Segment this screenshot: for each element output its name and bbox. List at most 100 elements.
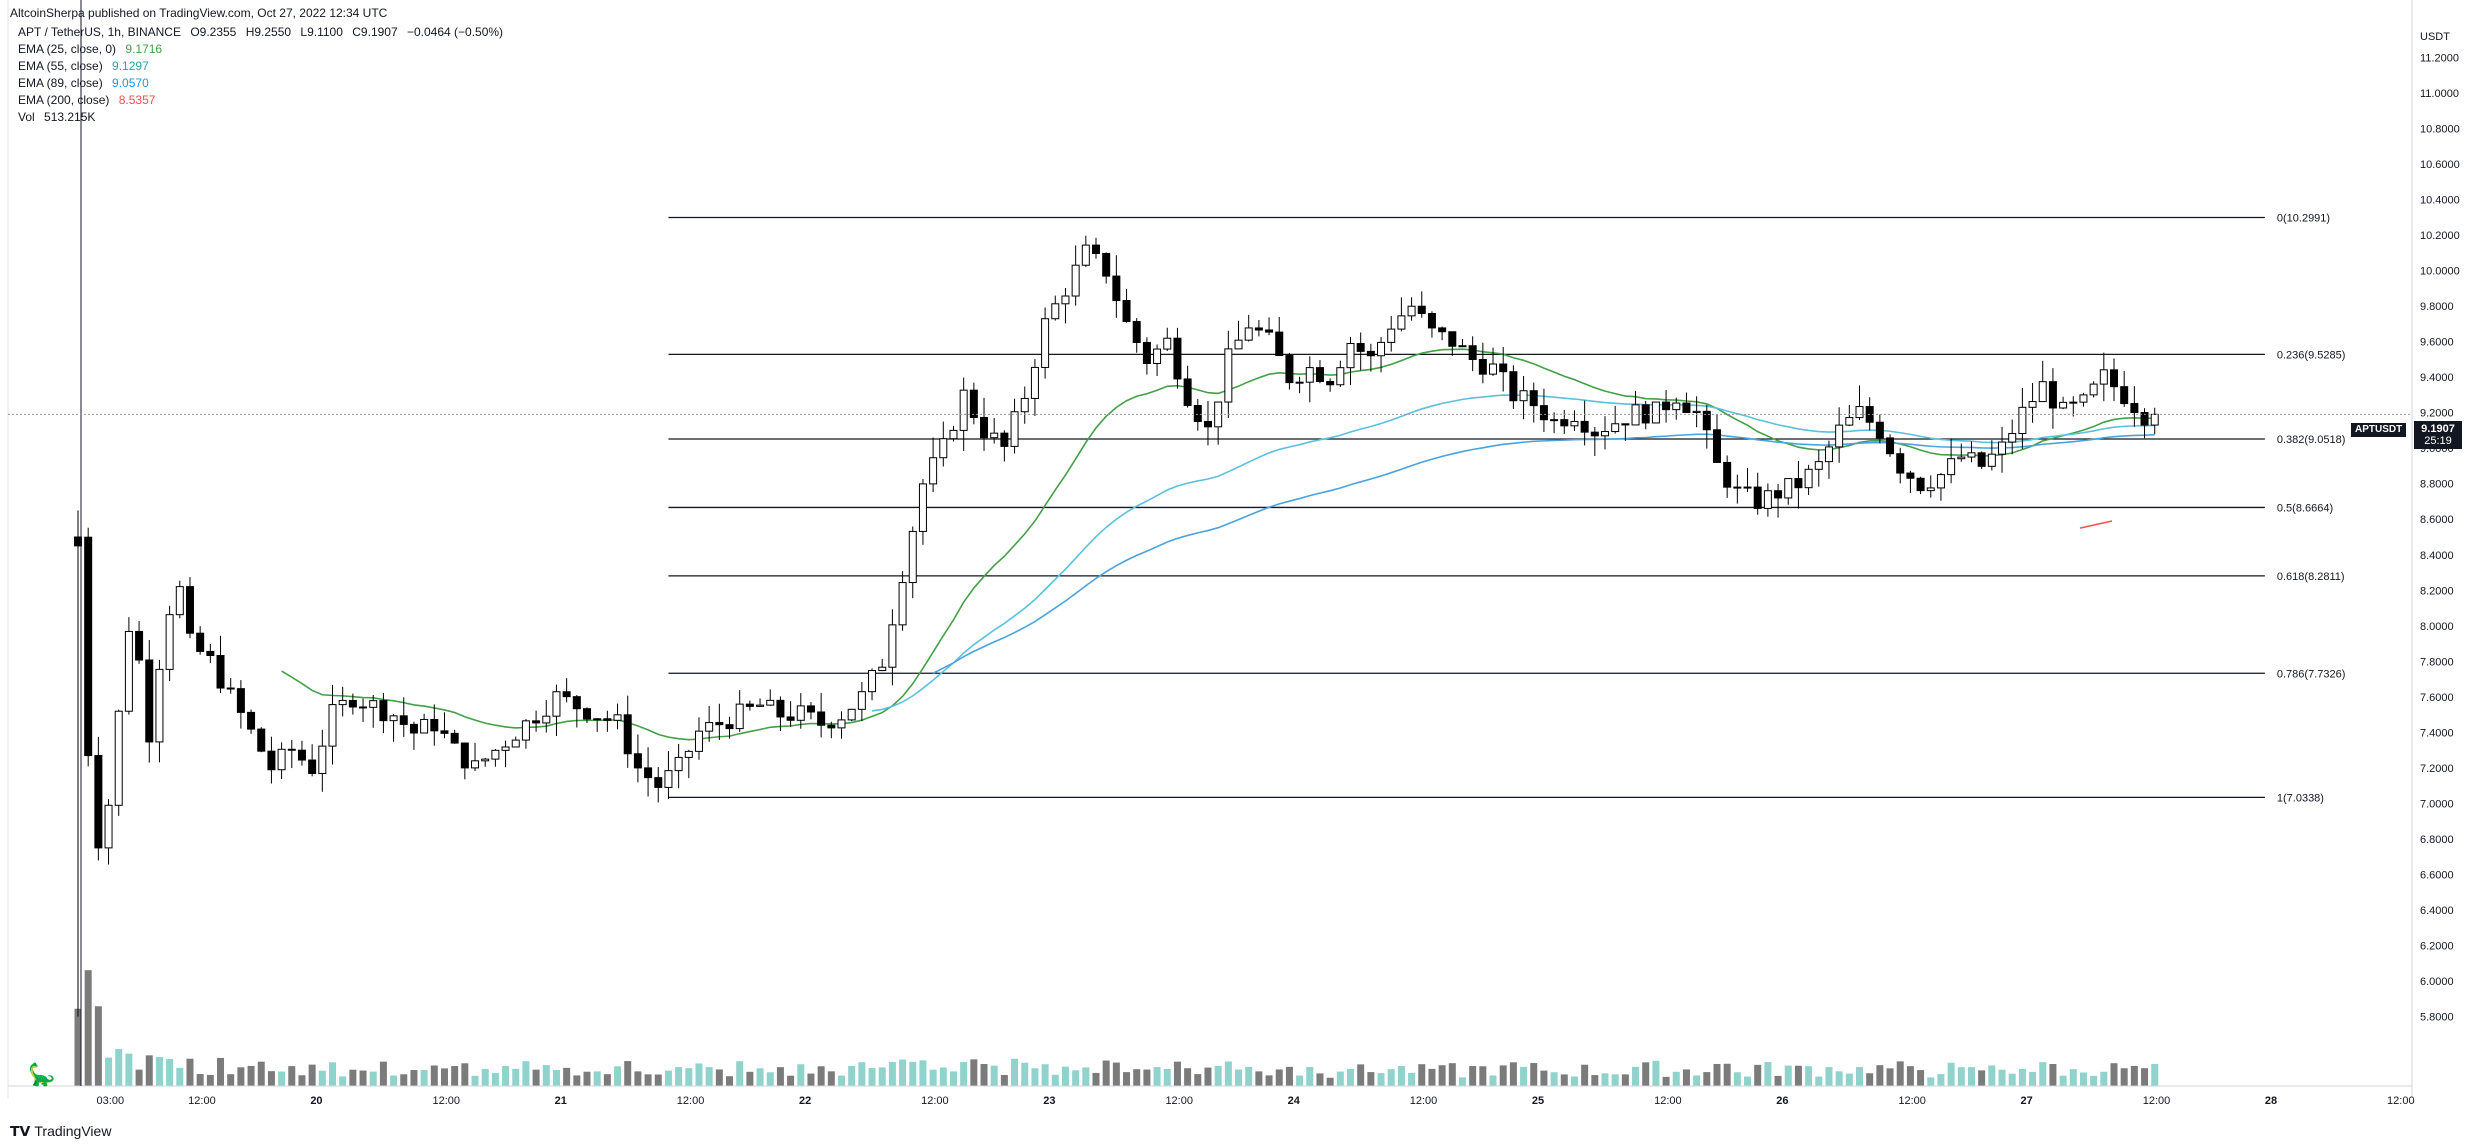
volume-bar — [1224, 1061, 1232, 1086]
candle-body — [898, 582, 907, 626]
symbol-price-tag: APTUSDT — [2351, 423, 2407, 437]
candle — [1763, 483, 1772, 517]
y-tick-label: 7.8000 — [2420, 656, 2454, 668]
volume-bar — [2029, 1071, 2037, 1086]
volume-bar — [288, 1066, 296, 1086]
volume-bar — [858, 1062, 866, 1086]
candle — [1254, 320, 1263, 337]
y-tick-label: 8.4000 — [2420, 550, 2454, 562]
candle — [287, 739, 296, 769]
candle — [1163, 327, 1172, 352]
volume-bar — [2141, 1068, 2149, 1086]
volume-bar — [400, 1074, 408, 1086]
volume-bar — [1448, 1063, 1456, 1086]
candle-body — [1712, 429, 1721, 463]
candle-body — [185, 586, 194, 634]
candle-body — [501, 746, 510, 751]
y-tick-label: 8.2000 — [2420, 585, 2454, 597]
y-tick-label: 9.6000 — [2420, 337, 2454, 349]
ema25-row[interactable]: EMA (25, close, 0) 9.1716 — [18, 41, 503, 58]
candle-body — [1519, 390, 1528, 402]
volume-bar — [217, 1057, 225, 1086]
candle — [1743, 468, 1752, 492]
volume-value: 513.215K — [44, 110, 96, 124]
candle — [644, 747, 653, 797]
candle-body — [1906, 472, 1915, 479]
volume-bar — [878, 1067, 886, 1086]
volume-bar — [1397, 1065, 1405, 1086]
volume-bar — [1733, 1072, 1741, 1086]
current-price-box: 9.1907 25:19 — [2414, 421, 2462, 449]
candle — [1947, 438, 1956, 484]
candle-body — [1886, 437, 1895, 455]
candle-body — [1835, 424, 1844, 448]
volume-bar — [949, 1071, 957, 1086]
candle-body — [1570, 420, 1579, 427]
candle-body — [908, 530, 917, 584]
candle — [348, 693, 357, 715]
candle — [969, 382, 978, 425]
candle-body — [888, 624, 897, 668]
candle — [318, 729, 327, 792]
candle-body — [1163, 337, 1172, 350]
candle-body — [2099, 369, 2108, 385]
volume-bar — [1235, 1069, 1243, 1086]
volume-bar — [329, 1062, 336, 1086]
candle — [908, 526, 917, 599]
candle-body — [918, 483, 927, 532]
candle — [583, 707, 591, 724]
volume-bar — [552, 1069, 560, 1086]
volume-bar — [1703, 1072, 1711, 1086]
candle — [1499, 346, 1508, 392]
candle-body — [1030, 366, 1039, 399]
candle — [898, 571, 907, 631]
candle-body — [135, 630, 144, 661]
candle-body — [1682, 402, 1691, 413]
candle-body — [1387, 328, 1396, 343]
y-tick-label: 6.4000 — [2420, 905, 2454, 917]
symbol-row[interactable]: APT / TetherUS, 1h, BINANCE O9.2355 H9.2… — [18, 24, 503, 41]
volume-bar — [695, 1063, 703, 1086]
candle — [735, 690, 744, 732]
candle — [674, 743, 683, 789]
ema89-row[interactable]: EMA (89, close) 9.0570 — [18, 75, 503, 92]
candle — [297, 740, 306, 766]
candle-body — [806, 705, 815, 713]
candle — [460, 742, 469, 780]
volume-bar — [899, 1059, 907, 1086]
volume-bar — [827, 1071, 835, 1086]
candle-body — [1651, 401, 1660, 424]
volume-bar — [1978, 1070, 1986, 1086]
volume-bar — [1906, 1066, 1914, 1086]
candle — [1407, 297, 1416, 321]
volume-bar — [1682, 1069, 1690, 1086]
ema55-row[interactable]: EMA (55, close) 9.1297 — [18, 58, 503, 75]
candle-body — [1438, 327, 1447, 333]
ema200-row[interactable]: EMA (200, close) 8.5357 — [18, 92, 503, 109]
candle — [1987, 440, 1996, 471]
candle — [1061, 287, 1070, 324]
volume-bar — [1581, 1064, 1589, 1086]
candle-body — [104, 804, 113, 849]
candle — [1132, 318, 1141, 353]
candle — [1550, 412, 1559, 434]
candle-body — [460, 742, 469, 769]
candle — [2059, 396, 2068, 410]
candle — [1244, 314, 1253, 342]
volume-bar — [2069, 1069, 2077, 1086]
volume-bar — [237, 1067, 245, 1086]
candle-body — [1427, 312, 1436, 329]
y-tick-label: 5.8000 — [2420, 1011, 2454, 1023]
volume-bar — [583, 1071, 591, 1086]
volume-bar — [1784, 1065, 1792, 1086]
candle-body — [583, 708, 591, 720]
candle — [623, 695, 632, 768]
candle — [1855, 385, 1864, 421]
volume-bar — [1102, 1060, 1110, 1086]
tradingview-footer[interactable]: 𝗧𝗩 TradingView — [10, 1123, 111, 1140]
volume-row[interactable]: Vol 513.215K — [18, 109, 503, 126]
candle-body — [399, 715, 408, 725]
candle-body — [145, 659, 154, 743]
candle — [1153, 344, 1162, 376]
